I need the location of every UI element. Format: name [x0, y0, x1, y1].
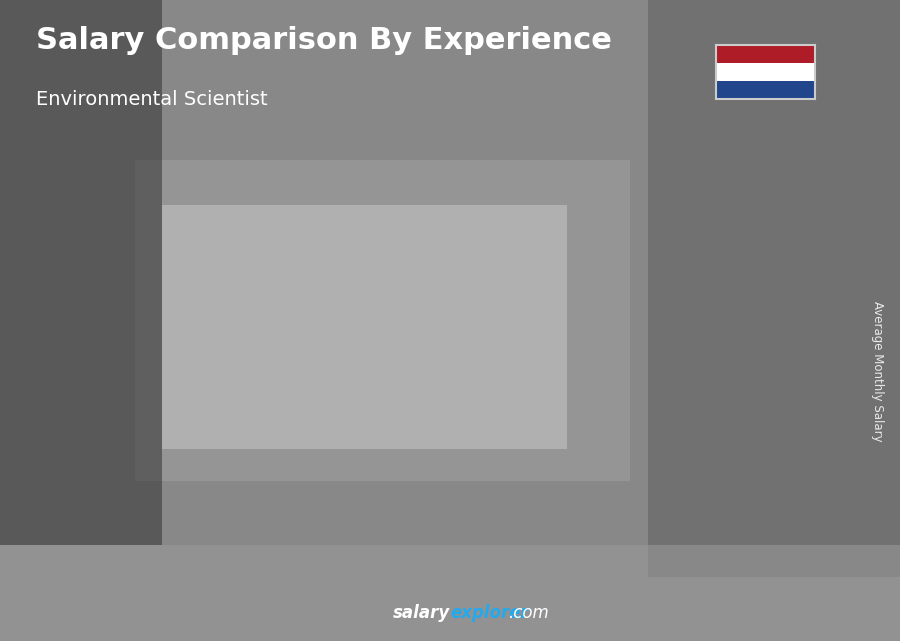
Text: Environmental Scientist: Environmental Scientist	[36, 90, 267, 109]
Polygon shape	[654, 235, 664, 558]
Polygon shape	[79, 404, 156, 419]
Text: +23%: +23%	[129, 326, 187, 344]
Text: 15 to 20: 15 to 20	[590, 585, 662, 599]
Bar	[0, 545, 900, 641]
Text: 20+ Years: 20+ Years	[710, 585, 796, 599]
Text: +42%: +42%	[256, 253, 314, 271]
Polygon shape	[334, 303, 410, 317]
Polygon shape	[334, 317, 400, 558]
Text: 10 to 15: 10 to 15	[464, 585, 534, 599]
Text: 2 to 5: 2 to 5	[220, 585, 269, 599]
Text: 11,000 EUR: 11,000 EUR	[720, 249, 801, 263]
Polygon shape	[461, 276, 526, 558]
Text: Average Monthly Salary: Average Monthly Salary	[871, 301, 884, 442]
Polygon shape	[206, 388, 273, 558]
Polygon shape	[206, 373, 283, 388]
Polygon shape	[273, 373, 283, 558]
Polygon shape	[461, 262, 537, 276]
Text: explorer: explorer	[450, 604, 529, 622]
Polygon shape	[400, 303, 410, 558]
Bar	[648, 0, 900, 577]
Bar	[716, 81, 814, 99]
Polygon shape	[79, 419, 145, 558]
Text: .com: .com	[508, 604, 549, 622]
Text: 10,400 EUR: 10,400 EUR	[593, 267, 674, 281]
Bar	[716, 63, 814, 81]
Text: 9,490 EUR: 9,490 EUR	[458, 294, 531, 308]
Text: salary: salary	[392, 604, 450, 622]
Text: +6%: +6%	[644, 160, 689, 179]
Polygon shape	[781, 217, 791, 558]
Polygon shape	[715, 217, 791, 232]
Bar	[135, 160, 630, 481]
Polygon shape	[588, 235, 664, 249]
Text: < 2 Years: < 2 Years	[76, 585, 158, 599]
Text: 5 to 10: 5 to 10	[342, 585, 401, 599]
Polygon shape	[526, 262, 537, 558]
Bar	[162, 205, 567, 449]
Bar	[0, 0, 162, 545]
Text: Salary Comparison By Experience: Salary Comparison By Experience	[36, 26, 612, 54]
Text: 8,120 EUR: 8,120 EUR	[331, 335, 403, 349]
Text: 5,730 EUR: 5,730 EUR	[203, 406, 276, 420]
Bar	[716, 45, 814, 63]
Polygon shape	[145, 404, 156, 558]
Text: +17%: +17%	[383, 220, 441, 238]
Text: 4,670 EUR: 4,670 EUR	[76, 437, 149, 451]
Polygon shape	[588, 249, 654, 558]
Polygon shape	[715, 232, 781, 558]
Text: +10%: +10%	[510, 187, 569, 205]
